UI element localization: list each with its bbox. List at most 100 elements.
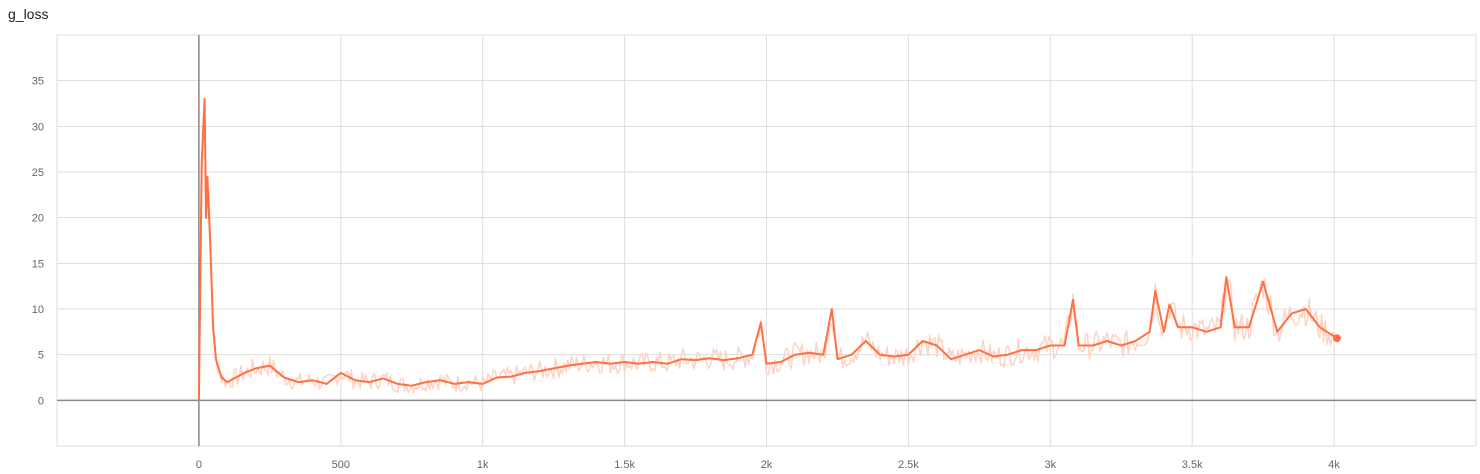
data-point — [226, 381, 228, 383]
data-point — [255, 367, 257, 369]
data-point — [553, 367, 555, 369]
data-point — [1021, 349, 1023, 351]
data-point — [1149, 331, 1151, 333]
data-point — [893, 355, 895, 357]
data-point — [1276, 331, 1278, 333]
x-tick-label: 3k — [1044, 459, 1056, 471]
y-tick-label: 25 — [32, 167, 44, 179]
data-point — [936, 345, 938, 347]
y-tick-label: 30 — [32, 121, 44, 133]
x-tick-label: 2.5k — [898, 459, 919, 471]
data-point — [439, 379, 441, 381]
data-point — [1035, 349, 1037, 351]
chart-title: g_loss — [8, 6, 49, 22]
series-end-marker — [1332, 334, 1341, 343]
data-point — [680, 358, 682, 360]
data-point — [652, 361, 654, 363]
x-tick-label: 1k — [477, 459, 489, 471]
data-point — [198, 399, 200, 401]
data-point — [766, 363, 768, 365]
data-point — [907, 354, 909, 356]
series-line — [197, 97, 1338, 401]
data-point — [1049, 345, 1051, 347]
data-point — [1168, 303, 1170, 305]
data-point — [235, 377, 237, 379]
data-point — [269, 365, 271, 367]
data-point — [737, 357, 739, 359]
data-point — [822, 354, 824, 356]
data-point — [950, 358, 952, 360]
data-point — [1319, 326, 1321, 328]
data-point — [709, 357, 711, 359]
y-tick-label: 15 — [32, 258, 44, 270]
data-point — [666, 363, 668, 365]
data-point — [595, 361, 597, 363]
y-tick-label: 10 — [32, 304, 44, 316]
data-point — [1072, 299, 1074, 301]
x-tick-label: 1.5k — [614, 459, 635, 471]
data-point — [368, 381, 370, 383]
data-point — [354, 379, 356, 381]
data-point — [1220, 326, 1222, 328]
data-point — [1106, 340, 1108, 342]
data-point — [624, 361, 626, 363]
data-point — [780, 361, 782, 363]
data-point — [1078, 345, 1080, 347]
data-point — [538, 370, 540, 372]
y-tick-label: 5 — [38, 350, 44, 362]
data-point — [482, 383, 484, 385]
data-point — [510, 376, 512, 378]
data-point — [382, 377, 384, 379]
data-point — [865, 340, 867, 342]
data-point — [1177, 326, 1179, 328]
data-point — [206, 176, 208, 178]
data-point — [808, 352, 810, 354]
data-point — [1205, 331, 1207, 333]
data-point — [978, 349, 980, 351]
data-point — [993, 355, 995, 357]
x-tick-label: 4k — [1328, 459, 1340, 471]
y-tick-label: 35 — [32, 76, 44, 88]
data-point — [340, 372, 342, 374]
data-point — [397, 383, 399, 385]
data-point — [836, 358, 838, 360]
data-point — [283, 377, 285, 379]
data-point — [964, 354, 966, 356]
data-point — [1291, 313, 1293, 315]
data-point — [326, 383, 328, 385]
data-point — [1248, 326, 1250, 328]
data-point — [1063, 345, 1065, 347]
x-tick-label: 500 — [332, 459, 350, 471]
data-point — [212, 326, 214, 328]
data-point — [215, 358, 217, 360]
data-point — [204, 98, 206, 100]
data-point — [468, 381, 470, 383]
data-point — [411, 385, 413, 387]
data-point — [760, 322, 762, 324]
data-point — [567, 365, 569, 367]
data-point — [496, 377, 498, 379]
y-tick-label: 20 — [32, 213, 44, 225]
data-point — [1092, 345, 1094, 347]
data-point — [1225, 276, 1227, 278]
data-point — [695, 359, 697, 361]
raw-series-line — [198, 102, 1337, 401]
data-point — [922, 340, 924, 342]
data-point — [1262, 281, 1264, 283]
data-point — [201, 162, 203, 164]
data-point — [851, 354, 853, 356]
data-point — [311, 379, 313, 381]
data-point — [581, 363, 583, 365]
grid-lines — [56, 34, 1477, 447]
data-point — [205, 217, 207, 219]
data-point — [453, 383, 455, 385]
data-point — [1234, 326, 1236, 328]
data-point — [751, 354, 753, 356]
data-point — [794, 354, 796, 356]
series-layer — [197, 97, 1341, 401]
data-point — [879, 354, 881, 356]
y-tick-label: 0 — [38, 395, 44, 407]
data-point — [221, 377, 223, 379]
data-point — [638, 363, 640, 365]
